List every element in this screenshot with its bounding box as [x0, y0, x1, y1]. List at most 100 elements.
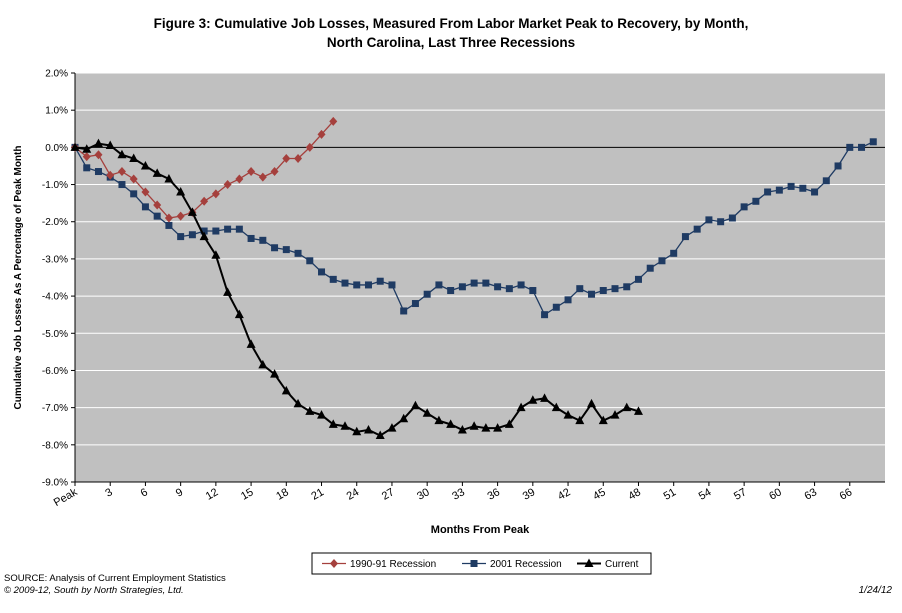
data-point-2001-recession — [411, 300, 419, 308]
data-point-1990-91-recession — [106, 170, 115, 180]
legend-item-current: Current — [577, 558, 639, 570]
data-point-2001-recession — [329, 275, 337, 283]
data-point-current — [610, 410, 620, 419]
x-tick-label: 51 — [662, 486, 679, 503]
data-point-2001-recession — [869, 138, 877, 146]
data-point-current — [258, 359, 268, 369]
data-point-2001-recession — [799, 184, 807, 192]
data-point-2001-recession — [177, 233, 185, 241]
data-point-current — [622, 402, 632, 412]
x-tick-label: 54 — [697, 486, 714, 503]
data-point-2001-recession — [235, 225, 243, 233]
y-tick-label: 0.0% — [45, 143, 68, 154]
x-tick-label: 39 — [521, 486, 538, 503]
x-tick-label: 12 — [204, 486, 221, 503]
data-point-2001-recession — [505, 285, 513, 293]
data-point-2001-recession — [599, 287, 607, 295]
data-point-2001-recession — [681, 233, 689, 241]
series-2001-recession — [71, 138, 877, 319]
x-tick-label: 18 — [274, 486, 291, 503]
x-tick-label: 48 — [626, 486, 643, 503]
data-point-2001-recession — [435, 281, 443, 289]
y-tick-label: -5.0% — [42, 329, 68, 340]
data-point-2001-recession — [564, 296, 572, 304]
data-point-2001-recession — [271, 244, 279, 252]
copyright-line: © 2009-12, South by North Strategies, Lt… — [4, 585, 184, 596]
data-point-current — [352, 426, 362, 436]
data-point-current — [270, 369, 280, 378]
data-point-2001-recession — [259, 236, 267, 244]
series-current — [70, 138, 643, 440]
x-tick-label: 63 — [802, 486, 819, 503]
data-point-current — [399, 413, 409, 423]
data-point-2001-recession — [646, 264, 654, 272]
data-point-current — [504, 419, 514, 428]
legend-label: 2001 Recession — [490, 559, 562, 570]
data-point-current — [446, 419, 456, 428]
x-tick-label: 57 — [732, 486, 749, 503]
series-1990-91-recession — [71, 116, 338, 223]
data-point-2001-recession — [118, 181, 126, 189]
y-tick-label: 1.0% — [45, 106, 68, 117]
data-point-2001-recession — [318, 268, 326, 276]
y-tick-label: -2.0% — [42, 217, 68, 228]
y-tick-label: -3.0% — [42, 254, 68, 265]
data-point-current — [563, 410, 573, 419]
data-point-current — [140, 160, 150, 170]
data-point-2001-recession — [752, 197, 760, 205]
data-point-2001-recession — [83, 164, 91, 172]
data-point-current — [223, 287, 233, 296]
data-point-1990-91-recession — [117, 167, 126, 177]
y-tick-label: -6.0% — [42, 366, 68, 377]
data-point-current — [587, 398, 597, 408]
x-tick-label: 9 — [174, 486, 185, 499]
data-point-2001-recession — [153, 212, 161, 220]
y-tick-label: -1.0% — [42, 180, 68, 191]
data-point-2001-recession — [306, 257, 314, 265]
data-point-2001-recession — [588, 290, 596, 298]
legend-swatch-marker — [584, 558, 594, 567]
data-point-2001-recession — [165, 221, 173, 229]
x-tick-label: 3 — [103, 486, 114, 499]
legend-swatch-marker — [470, 560, 478, 567]
data-point-2001-recession — [470, 279, 478, 287]
legend-swatch-marker — [330, 559, 338, 568]
data-point-current — [82, 144, 92, 153]
x-tick-label: 42 — [556, 486, 573, 503]
data-point-current — [164, 173, 174, 183]
data-point-2001-recession — [200, 227, 208, 235]
y-tick-label: -4.0% — [42, 292, 68, 303]
data-point-2001-recession — [834, 162, 842, 170]
data-point-1990-91-recession — [329, 116, 338, 126]
data-point-1990-91-recession — [294, 154, 303, 164]
x-tick-label: 27 — [380, 486, 397, 503]
source-line: SOURCE: Analysis of Current Employment S… — [4, 573, 226, 584]
legend: 1990-91 Recession 2001 Recession Current — [311, 552, 652, 575]
data-point-current — [105, 140, 115, 150]
data-point-2001-recession — [388, 281, 396, 289]
data-point-2001-recession — [212, 227, 220, 235]
data-point-2001-recession — [717, 218, 725, 226]
data-point-current — [199, 231, 209, 241]
data-point-2001-recession — [552, 303, 560, 311]
data-point-1990-91-recession — [200, 196, 209, 206]
data-point-1990-91-recession — [305, 142, 314, 152]
data-point-current — [434, 415, 444, 425]
data-point-1990-91-recession — [317, 129, 326, 139]
data-point-2001-recession — [611, 285, 619, 293]
x-tick-label: 45 — [591, 486, 608, 503]
data-point-current — [469, 421, 479, 430]
data-point-current — [246, 339, 256, 348]
data-point-2001-recession — [541, 311, 549, 319]
data-point-2001-recession — [634, 275, 642, 283]
data-point-1990-91-recession — [176, 211, 185, 221]
data-point-2001-recession — [517, 281, 525, 289]
data-point-2001-recession — [247, 234, 255, 242]
data-point-current — [422, 408, 432, 417]
data-point-1990-91-recession — [211, 189, 220, 199]
data-point-current — [340, 421, 350, 430]
data-point-current — [234, 309, 244, 319]
data-point-2001-recession — [822, 177, 830, 185]
data-point-2001-recession — [282, 246, 290, 254]
